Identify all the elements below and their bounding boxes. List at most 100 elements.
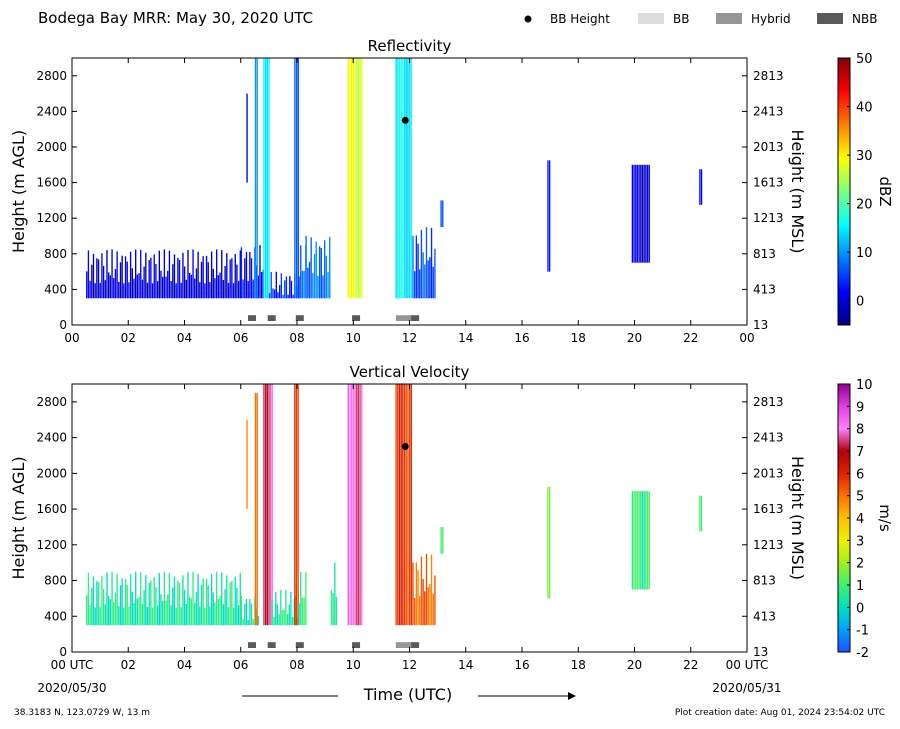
echo-strip xyxy=(420,556,423,626)
legend-label: NBB xyxy=(852,12,877,26)
echo-strip xyxy=(280,589,282,626)
echo-strip xyxy=(133,602,135,626)
echo-strip xyxy=(178,259,181,299)
echo-strip xyxy=(700,169,703,205)
echo-strip xyxy=(207,262,209,299)
echo-strip xyxy=(547,486,549,599)
echo-strip xyxy=(249,251,251,299)
echo-strip xyxy=(146,282,149,299)
y-tick-label: 2800 xyxy=(36,69,67,83)
echo-strip xyxy=(205,578,208,626)
echo-strip xyxy=(403,58,406,299)
echo-strip xyxy=(317,275,319,299)
echo-strip xyxy=(298,276,300,299)
colorbar-tick-label: 9 xyxy=(856,400,864,415)
bb-marker-nbb xyxy=(267,642,276,648)
echo-strip xyxy=(183,589,186,626)
echo-strip xyxy=(86,271,88,299)
echo-strip xyxy=(357,384,360,626)
x-tick-label: 02 xyxy=(121,658,136,672)
echo-strip xyxy=(440,200,442,228)
echo-strip xyxy=(422,579,424,626)
echo-strip xyxy=(148,582,150,626)
legend-label: BB Height xyxy=(550,12,610,26)
echo-strip xyxy=(305,236,307,299)
panel-title: Reflectivity xyxy=(368,37,452,55)
echo-strip xyxy=(231,581,233,626)
echo-strip xyxy=(87,572,90,626)
echo-strip xyxy=(442,200,444,228)
colorbar-label: m/s xyxy=(876,504,894,532)
echo-strip xyxy=(165,276,167,299)
y-right-tick-label: 13 xyxy=(753,318,768,332)
echo-strip xyxy=(347,58,349,299)
echo-strip xyxy=(192,571,194,626)
bb-marker-hybrid xyxy=(395,315,412,321)
echo-strip xyxy=(156,605,159,626)
echo-strip xyxy=(270,384,272,626)
echo-strip xyxy=(280,273,283,299)
echo-strip xyxy=(124,578,127,626)
echo-strip xyxy=(288,604,290,626)
y-tick-label: 2400 xyxy=(36,104,67,118)
echo-strip xyxy=(102,265,105,299)
echo-strip xyxy=(313,253,316,299)
x-tick-label: 08 xyxy=(289,658,304,672)
echo-strip xyxy=(315,241,317,299)
echo-strip xyxy=(318,246,321,299)
colorbar-tick-label: 0 xyxy=(856,295,864,310)
echo-strip xyxy=(173,254,176,299)
echo-strip xyxy=(217,599,220,626)
echo-strip xyxy=(111,249,113,299)
echo-strip xyxy=(118,281,120,299)
echo-strip xyxy=(424,591,426,626)
echo-strip xyxy=(405,58,407,299)
echo-strip xyxy=(282,294,284,299)
echo-strip xyxy=(237,605,240,626)
echo-strip xyxy=(102,589,105,626)
echo-strip xyxy=(155,264,157,299)
echo-strip xyxy=(204,607,206,626)
echo-strip xyxy=(263,58,265,299)
echo-strip xyxy=(429,257,431,299)
colorbar-tick-label: 4 xyxy=(856,512,864,527)
echo-strip xyxy=(357,58,360,299)
echo-strip xyxy=(197,251,199,299)
colorbar-tick-label: 40 xyxy=(856,101,873,116)
y-right-tick-label: 1213 xyxy=(753,538,784,552)
x-tick-label: 18 xyxy=(571,331,586,345)
echo-strip xyxy=(108,596,110,626)
echo-strip xyxy=(216,571,218,626)
echo-strip xyxy=(124,256,127,299)
echo-strip xyxy=(249,599,251,626)
echo-strip xyxy=(99,607,101,626)
echo-strip xyxy=(646,164,649,263)
echo-strip xyxy=(281,609,284,626)
echo-strip xyxy=(194,602,196,626)
y-right-tick-label: 2813 xyxy=(753,69,784,83)
echo-strip xyxy=(402,58,404,299)
echo-strip xyxy=(430,554,433,626)
echo-strip xyxy=(143,589,145,626)
bb-marker-nbb xyxy=(352,315,361,321)
echo-strip xyxy=(631,491,634,590)
y-axis-label-right: Height (m MSL) xyxy=(788,456,807,580)
echo-strip xyxy=(200,261,203,299)
x-tick-label: 16 xyxy=(514,331,529,345)
echo-strip xyxy=(252,279,254,299)
echo-strip xyxy=(236,264,238,299)
echo-strip xyxy=(424,264,426,299)
echo-strip xyxy=(97,582,100,626)
echo-strip xyxy=(96,581,98,626)
colorbar-label: dBZ xyxy=(876,176,894,206)
echo-strip xyxy=(324,240,326,299)
echo-strip xyxy=(234,576,236,626)
echo-strip xyxy=(244,603,246,626)
echo-strip xyxy=(162,276,164,299)
x-tick-label: 06 xyxy=(233,331,248,345)
echo-strip xyxy=(224,589,226,626)
echo-strip xyxy=(240,247,243,299)
echo-strip xyxy=(216,249,218,299)
echo-strip xyxy=(398,384,401,626)
echo-strip xyxy=(250,603,253,626)
